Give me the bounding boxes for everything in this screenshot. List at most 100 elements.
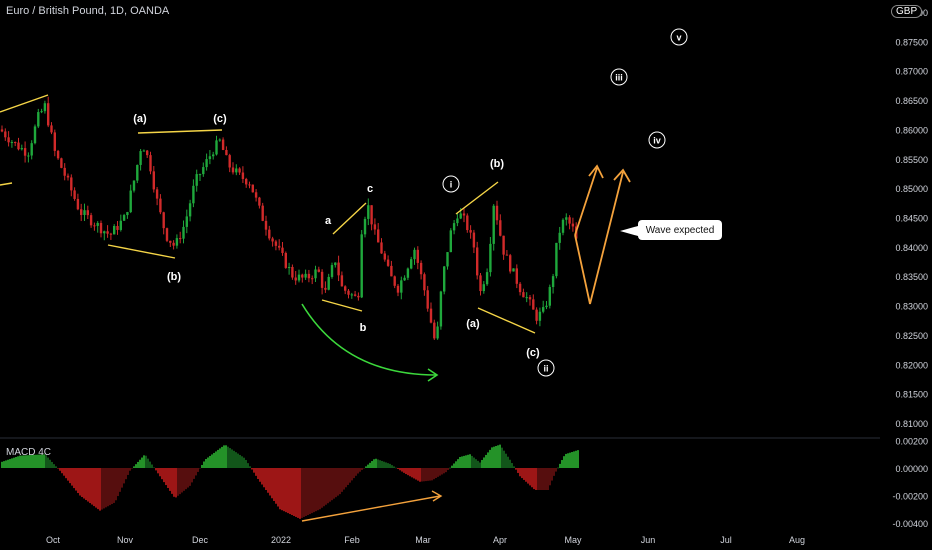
- circled-wave-label: ii: [543, 364, 548, 374]
- macd-bar: [559, 463, 561, 468]
- time-axis: Oct Nov Dec 2022 Feb Mar Apr May Jun Jul Aug: [46, 535, 805, 545]
- macd-bar: [275, 468, 277, 504]
- macd-bar: [471, 455, 473, 468]
- macd-bar: [497, 445, 499, 468]
- macd-bar: [547, 468, 549, 490]
- macd-bar: [551, 468, 553, 481]
- macd-bar: [305, 468, 307, 516]
- candle-body: [380, 242, 383, 254]
- macd-bar: [443, 468, 445, 474]
- candle-body: [360, 234, 363, 298]
- macd-bar: [409, 468, 411, 477]
- candle-body: [330, 265, 334, 277]
- candle-body: [212, 154, 215, 157]
- candle-body: [324, 287, 327, 290]
- candle-body: [518, 283, 522, 293]
- candle-body: [119, 220, 122, 230]
- macd-bar: [243, 457, 245, 468]
- macd-bar: [5, 460, 7, 468]
- macd-bar: [283, 468, 285, 512]
- macd-bar: [311, 468, 313, 514]
- macd-bar: [335, 468, 337, 498]
- macd-bar: [463, 455, 465, 468]
- candle-body: [446, 252, 449, 267]
- macd-bar: [399, 468, 401, 471]
- macd-bar: [553, 468, 555, 476]
- macd-bar: [379, 460, 381, 468]
- macd-bar: [485, 454, 487, 468]
- price-candles: [0, 96, 578, 340]
- macd-bar: [391, 465, 393, 468]
- candle-body: [126, 212, 129, 216]
- macd-bar: [521, 468, 523, 479]
- macd-bar: [501, 447, 503, 468]
- candle-body: [56, 150, 60, 159]
- candle-body: [363, 218, 367, 235]
- candle-body: [228, 155, 231, 168]
- macd-bar: [123, 468, 125, 484]
- macd-bar: [81, 468, 83, 498]
- candle-body: [86, 210, 89, 216]
- candle-body: [311, 278, 314, 280]
- candle-body: [63, 167, 66, 176]
- macd-bar: [341, 468, 343, 492]
- macd-bar: [561, 460, 563, 468]
- candle-body: [23, 148, 27, 156]
- candle-body: [281, 247, 284, 253]
- candle-body: [155, 189, 159, 199]
- macd-divergence-arrowhead: [431, 490, 443, 502]
- macd-bar: [135, 464, 137, 468]
- candle-body: [561, 219, 565, 233]
- macd-bar: [307, 468, 309, 516]
- macd-bar: [313, 468, 315, 513]
- macd-bar: [257, 468, 259, 479]
- macd-bar: [573, 451, 575, 468]
- candle-body: [535, 309, 538, 321]
- candle-body: [350, 294, 353, 296]
- candle-body: [433, 322, 436, 339]
- macd-bar: [235, 452, 237, 468]
- macd-bar: [63, 468, 65, 476]
- macd-bar: [369, 462, 371, 468]
- candle-body: [532, 299, 535, 310]
- wave-label: (c): [526, 347, 540, 359]
- candle-body: [238, 168, 241, 173]
- candle-body: [393, 276, 396, 286]
- macd-bar: [327, 468, 329, 504]
- time-tick-label: Jul: [720, 535, 732, 545]
- macd-bar: [43, 454, 45, 468]
- candle-body: [485, 272, 489, 285]
- macd-bar: [577, 450, 579, 468]
- macd-bar: [147, 458, 149, 468]
- time-tick-label: Nov: [117, 535, 134, 545]
- macd-bar: [371, 461, 373, 468]
- macd-bar: [215, 451, 217, 468]
- macd-bar: [237, 453, 239, 468]
- candle-body: [264, 220, 268, 230]
- macd-bar: [51, 461, 53, 468]
- currency-badge[interactable]: GBP: [891, 5, 923, 18]
- macd-bar: [453, 463, 455, 468]
- time-tick-label: Feb: [344, 535, 360, 545]
- macd-bar: [513, 466, 515, 468]
- candle-body: [106, 231, 109, 234]
- candle-body: [400, 280, 403, 293]
- macd-bar: [479, 462, 481, 468]
- macd-bar: [33, 454, 35, 468]
- candle-body: [320, 271, 324, 288]
- macd-bar: [489, 449, 491, 468]
- candle-body: [245, 178, 248, 185]
- macd-bar: [301, 468, 303, 518]
- candle-body: [396, 285, 400, 293]
- candle-body: [436, 326, 439, 339]
- macd-bar: [529, 468, 531, 486]
- price-tick-label: 0.82500: [895, 331, 928, 341]
- macd-bar: [223, 445, 225, 468]
- candle-body: [149, 155, 152, 172]
- macd-bar: [9, 459, 11, 468]
- macd-bar: [389, 463, 391, 468]
- macd-bar: [59, 468, 61, 471]
- candle-body: [182, 226, 185, 239]
